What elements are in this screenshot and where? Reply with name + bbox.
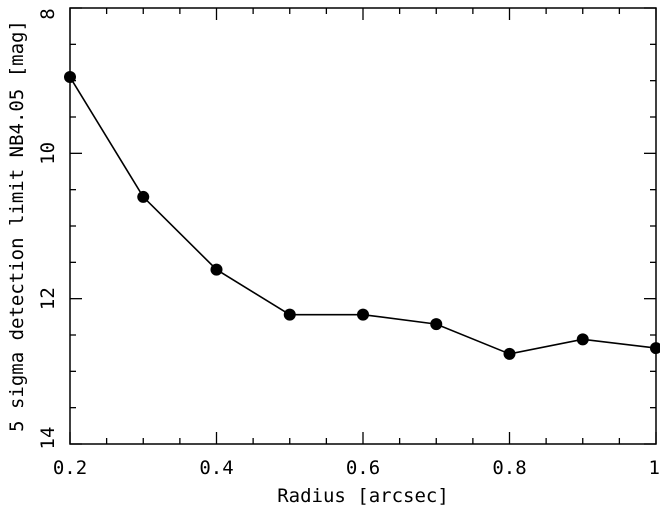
x-tick-label: 0.6 — [346, 457, 380, 479]
x-tick-label: 1 — [649, 457, 660, 479]
y-axis-label: 5 sigma detection limit NB4.05 [mag] — [6, 20, 28, 432]
data-point — [357, 308, 369, 321]
plot-frame — [69, 7, 657, 445]
y-tick-label: 14 — [37, 427, 59, 450]
tick-labels: 0.2 0.4 0.6 0.8 1 8 10 12 14 — [37, 8, 660, 479]
data-point — [503, 347, 516, 360]
x-tick-label: 0.8 — [492, 457, 526, 479]
data-point — [650, 342, 660, 355]
data-point — [576, 333, 589, 346]
data-point — [64, 71, 76, 84]
series — [64, 71, 660, 360]
data-point — [283, 308, 296, 321]
x-tick-label: 0.4 — [199, 457, 233, 479]
ticks — [69, 7, 657, 445]
x-axis-label: Radius [arcsec] — [277, 485, 449, 507]
y-tick-label: 12 — [37, 287, 59, 310]
y-tick-label: 8 — [37, 8, 59, 19]
data-point — [137, 190, 150, 203]
data-point — [430, 318, 443, 331]
y-tick-label: 10 — [37, 142, 59, 165]
data-point — [210, 263, 223, 276]
x-tick-label: 0.2 — [53, 457, 87, 479]
